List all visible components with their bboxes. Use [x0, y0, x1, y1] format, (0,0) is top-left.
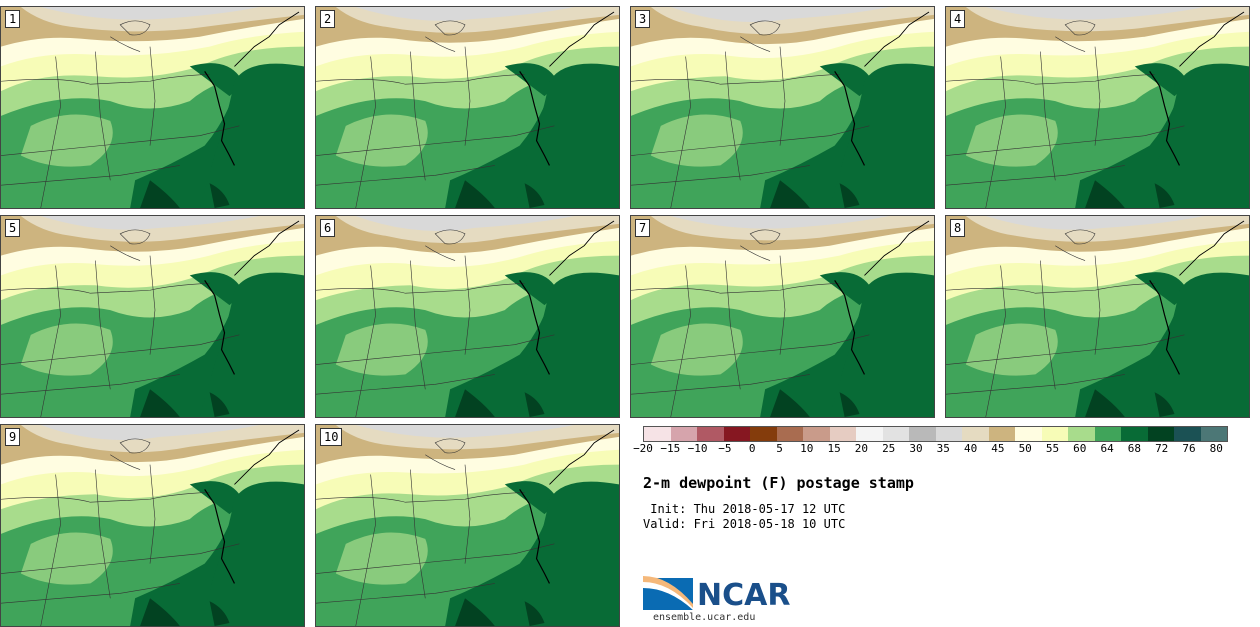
panel-number: 1 [5, 10, 21, 28]
logo-url: ensemble.ucar.edu [653, 612, 756, 623]
panel-number: 6 [320, 219, 336, 237]
colorbar-swatch [1068, 427, 1095, 441]
colorbar-swatch [670, 427, 697, 441]
map-panel: 3 [630, 6, 935, 209]
map-panel: 10 [315, 424, 620, 627]
colorbar-tick-label: 60 [1073, 442, 1087, 455]
colorbar-tick-label: 80 [1209, 442, 1223, 455]
map-panel: 2 [315, 6, 620, 209]
map-panel: 1 [0, 6, 305, 209]
colorbar [643, 426, 1228, 442]
colorbar-swatch [776, 427, 803, 441]
map-panel: 8 [945, 215, 1250, 418]
panel-number: 9 [5, 428, 21, 446]
panel-number: 4 [950, 10, 966, 28]
colorbar-tick-label: −10 [687, 442, 708, 455]
colorbar-tick-label: 45 [991, 442, 1005, 455]
panel-number: 7 [635, 219, 651, 237]
colorbar-swatch [1094, 427, 1121, 441]
panel-number: 2 [320, 10, 336, 28]
colorbar-swatch [935, 427, 962, 441]
map-panel: 5 [0, 215, 305, 418]
panel-number: 3 [635, 10, 651, 28]
map-panel: 9 [0, 424, 305, 627]
colorbar-swatch [723, 427, 750, 441]
colorbar-swatch [856, 427, 883, 441]
colorbar-swatch [803, 427, 830, 441]
colorbar-tick-label: 5 [776, 442, 783, 455]
colorbar-tick-label: −20 [633, 442, 653, 455]
colorbar-swatch [909, 427, 936, 441]
colorbar-tick-label: 64 [1100, 442, 1114, 455]
colorbar-tick-label: 76 [1182, 442, 1196, 455]
colorbar-swatch [882, 427, 909, 441]
colorbar-tick-label: 20 [854, 442, 869, 455]
colorbar-swatch [1147, 427, 1174, 441]
map-panel: 6 [315, 215, 620, 418]
colorbar-tick-label: 68 [1127, 442, 1142, 455]
ncar-logo-icon [643, 576, 693, 610]
panel-number: 5 [5, 219, 21, 237]
colorbar-swatch [1015, 427, 1042, 441]
colorbar-tick-label: 15 [827, 442, 841, 455]
ncar-logo-text: NCAR [697, 578, 791, 613]
colorbar-swatch [962, 427, 989, 441]
colorbar-tick-label: 25 [882, 442, 896, 455]
init-time: Init: Thu 2018-05-17 12 UTC [643, 502, 846, 516]
panel-number: 10 [320, 428, 343, 446]
ncar-logo: NCAR ensemble.ucar.edu [643, 570, 803, 626]
chart-title: 2-m dewpoint (F) postage stamp [643, 474, 914, 492]
colorbar-tick-label: 40 [963, 442, 978, 455]
colorbar-tick-label: 50 [1018, 442, 1032, 455]
colorbar-swatch [1121, 427, 1148, 441]
colorbar-swatch [1041, 427, 1068, 441]
colorbar-swatch [697, 427, 724, 441]
colorbar-swatch [1200, 427, 1227, 441]
colorbar-tick-label: 72 [1155, 442, 1169, 455]
colorbar-tick-label: −5 [718, 442, 732, 455]
colorbar-tick-label: 0 [748, 442, 756, 455]
panel-number: 8 [950, 219, 966, 237]
valid-time: Valid: Fri 2018-05-18 10 UTC [643, 517, 846, 531]
colorbar-swatch [644, 427, 671, 441]
colorbar-tick-label: 30 [909, 442, 923, 455]
colorbar-swatch [750, 427, 777, 441]
colorbar-swatch [988, 427, 1015, 441]
colorbar-tick-label: 55 [1045, 442, 1060, 455]
map-panel: 4 [945, 6, 1250, 209]
map-panel: 7 [630, 215, 935, 418]
colorbar-tick-label: 10 [800, 442, 814, 455]
colorbar-tick-label: 35 [936, 442, 950, 455]
colorbar-ticks: −20 −15 −10 −5 0 5 10 15 20 25 30 35 40 45 50 55 60 64 68 7… [633, 442, 1253, 458]
colorbar-swatch [1174, 427, 1201, 441]
colorbar-swatch [829, 427, 856, 441]
colorbar-tick-label: −15 [660, 442, 681, 455]
